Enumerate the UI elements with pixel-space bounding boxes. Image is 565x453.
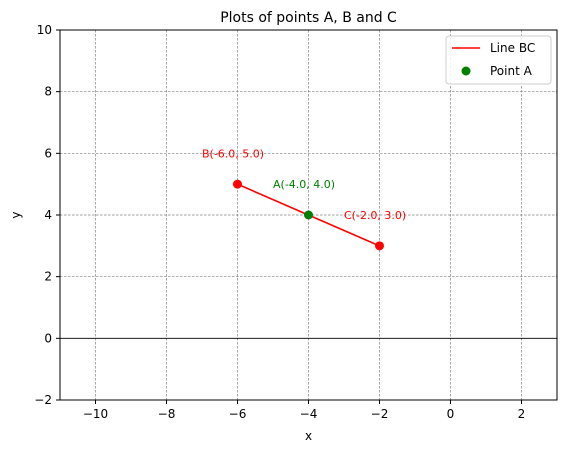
y-axis-ticks: −2 0 2 4 6 8 10 — [34, 23, 60, 407]
series-marker-line-bc — [375, 241, 384, 251]
point-annotation: A(-4.0, 4.0) — [273, 178, 335, 191]
y-axis-label: y — [9, 211, 23, 218]
series-marker-line-bc — [233, 179, 242, 189]
y-tick-label: 6 — [44, 146, 52, 160]
point-annotation: B(-6.0, 5.0) — [202, 147, 264, 160]
y-tick-label: 4 — [44, 208, 52, 222]
x-tick-label: −8 — [158, 407, 176, 421]
x-axis-ticks: −10 −8 −6 −4 −2 0 2 — [83, 400, 525, 421]
x-tick-label: 2 — [518, 407, 526, 421]
y-tick-label: 2 — [44, 270, 52, 284]
x-axis-label: x — [305, 429, 312, 443]
annotations-layer: B(-6.0, 5.0) A(-4.0, 4.0) C(-2.0, 3.0) — [202, 147, 406, 222]
point-annotation: C(-2.0, 3.0) — [344, 209, 406, 222]
legend-label-point-a: Point A — [490, 64, 533, 78]
x-tick-label: −4 — [300, 407, 318, 421]
y-tick-label: 8 — [44, 85, 52, 99]
y-tick-label: −2 — [34, 393, 52, 407]
series-layer — [233, 179, 384, 251]
x-tick-label: −6 — [229, 407, 247, 421]
x-tick-label: −2 — [371, 407, 389, 421]
legend-label-line-bc: Line BC — [490, 41, 535, 55]
legend-swatch-point-a — [461, 66, 471, 76]
y-tick-label: 10 — [37, 23, 52, 37]
series-marker-point-a — [304, 210, 313, 220]
x-tick-label: −10 — [83, 407, 108, 421]
legend: Line BC Point A — [445, 35, 552, 85]
y-tick-label: 0 — [44, 331, 52, 345]
chart-title: Plots of points A, B and C — [220, 10, 397, 26]
x-tick-label: 0 — [447, 407, 455, 421]
